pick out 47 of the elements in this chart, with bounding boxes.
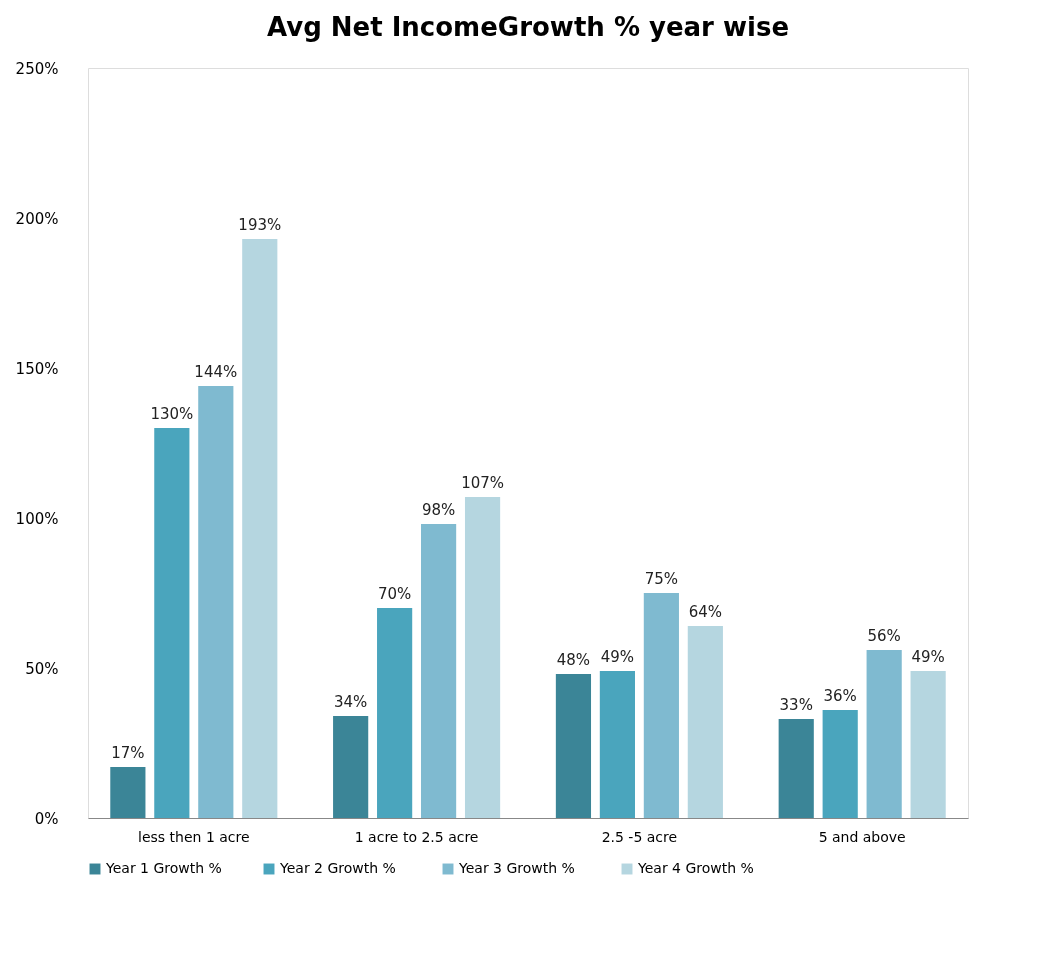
data-label: 130% [150, 405, 194, 423]
chart-title: Avg Net IncomeGrowth % year wise [266, 12, 790, 42]
legend-label: Year 3 Growth % [458, 860, 575, 876]
bar [555, 674, 592, 818]
data-label: 107% [461, 474, 505, 492]
bar [377, 608, 413, 818]
x-tick-label: 1 acre to 2.5 acre [354, 828, 479, 845]
y-tick-label: 50% [25, 659, 59, 678]
y-tick-label: 150% [15, 359, 59, 378]
data-label: 64% [688, 603, 723, 621]
data-label: 36% [823, 687, 857, 705]
data-label: 33% [779, 696, 813, 714]
bar [599, 671, 635, 818]
bar [421, 524, 457, 818]
data-label: 75% [644, 570, 679, 588]
y-tick-label: 100% [15, 509, 59, 528]
bar [687, 626, 723, 818]
data-label: 144% [194, 363, 238, 381]
data-label: 49% [600, 648, 635, 666]
bar [643, 593, 679, 818]
bar [910, 671, 946, 818]
legend-label: Year 2 Growth % [279, 860, 396, 876]
bar [198, 386, 234, 818]
data-label: 49% [911, 648, 945, 666]
y-tick-label: 0% [34, 809, 59, 828]
y-tick-label: 200% [15, 209, 59, 228]
bar [822, 710, 858, 818]
bar [110, 767, 146, 818]
data-label: 48% [556, 651, 591, 669]
x-tick-label: less then 1 acre [138, 828, 250, 845]
data-label: 56% [867, 627, 901, 645]
data-label: 34% [333, 693, 368, 711]
x-tick-label: 2.5 -5 acre [601, 828, 678, 845]
y-tick-label: 250% [15, 59, 59, 78]
bar [866, 650, 902, 818]
bar [154, 428, 190, 818]
bar [464, 497, 501, 818]
x-tick-label: 5 and above [818, 828, 906, 845]
bar [778, 719, 814, 818]
data-label: 193% [238, 216, 282, 234]
legend-label: Year 1 Growth % [105, 860, 222, 876]
bar [333, 716, 369, 818]
data-label: 17% [111, 744, 145, 762]
bar [242, 239, 278, 818]
data-label: 98% [421, 501, 456, 519]
data-label: 70% [377, 585, 412, 603]
legend-label: Year 4 Growth % [637, 860, 754, 876]
